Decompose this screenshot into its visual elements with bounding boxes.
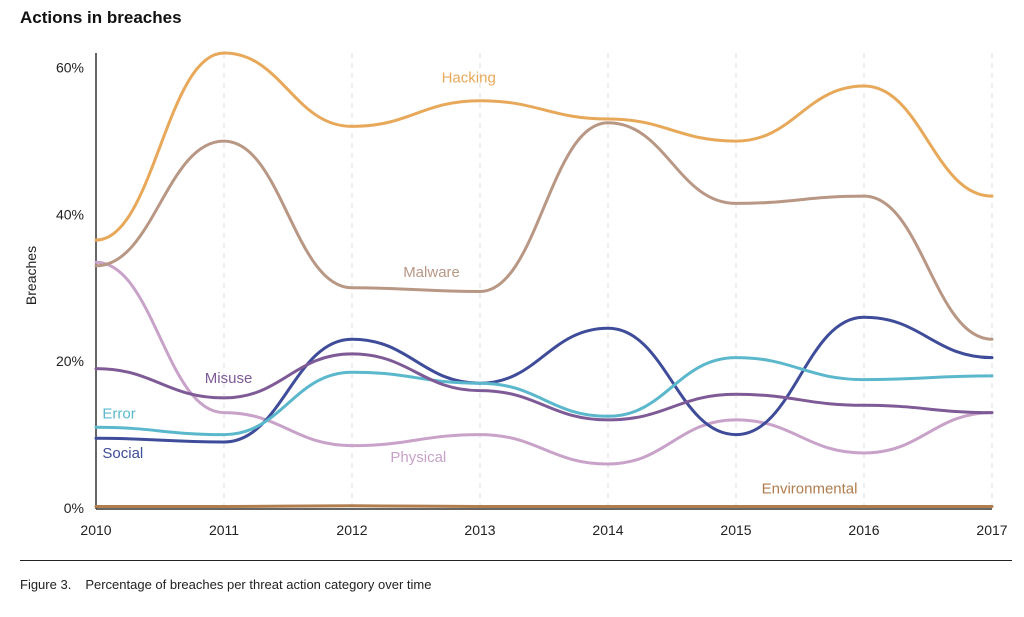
series-line-physical — [94, 260, 994, 466]
series-label-environmental: Environmental — [762, 480, 858, 497]
x-tick-label: 2016 — [848, 522, 879, 538]
figure-caption-text: Percentage of breaches per threat action… — [85, 577, 432, 592]
series-labels: Environmental Physical Social Error Misuse Ma… — [102, 69, 857, 497]
y-tick-label: 0% — [64, 500, 84, 516]
series-line-malware — [94, 121, 994, 341]
x-tick-label: 2013 — [464, 522, 495, 538]
series-label-error: Error — [102, 405, 135, 422]
series-label-malware: Malware — [403, 264, 460, 281]
series-label-social: Social — [102, 445, 143, 462]
figure-number: Figure 3. — [20, 577, 72, 592]
figure-caption: Figure 3. Percentage of breaches per thr… — [20, 577, 431, 592]
series-line-misuse — [94, 352, 994, 422]
series-line-environmental — [94, 504, 994, 508]
y-tick-label: 60% — [56, 60, 84, 76]
series-line-error — [94, 356, 994, 437]
x-tick-label: 2014 — [592, 522, 623, 538]
y-tick-label: 20% — [56, 353, 84, 369]
y-tick-label: 40% — [56, 206, 84, 222]
line-chart: Environmental Physical Social Error Misuse Ma… — [23, 51, 1008, 538]
x-tick-label: 2010 — [80, 522, 111, 538]
caption-divider — [20, 560, 1012, 561]
x-tick-label: 2015 — [720, 522, 751, 538]
series-label-physical: Physical — [390, 449, 446, 466]
series-label-hacking: Hacking — [442, 69, 496, 86]
x-tick-label: 2017 — [976, 522, 1007, 538]
series-label-misuse: Misuse — [205, 370, 253, 387]
series-lines — [94, 51, 994, 508]
axes — [95, 53, 992, 510]
x-tick-label: 2012 — [336, 522, 367, 538]
y-axis-title: Breaches — [23, 246, 39, 305]
x-tick-label: 2011 — [209, 522, 239, 538]
tick-labels: 0% 20% 40% 60% 2010 2011 2012 2013 2014 2015 2016 2… — [23, 60, 1008, 538]
chart-title: Actions in breaches — [20, 8, 182, 27]
series-line-hacking — [94, 51, 994, 242]
